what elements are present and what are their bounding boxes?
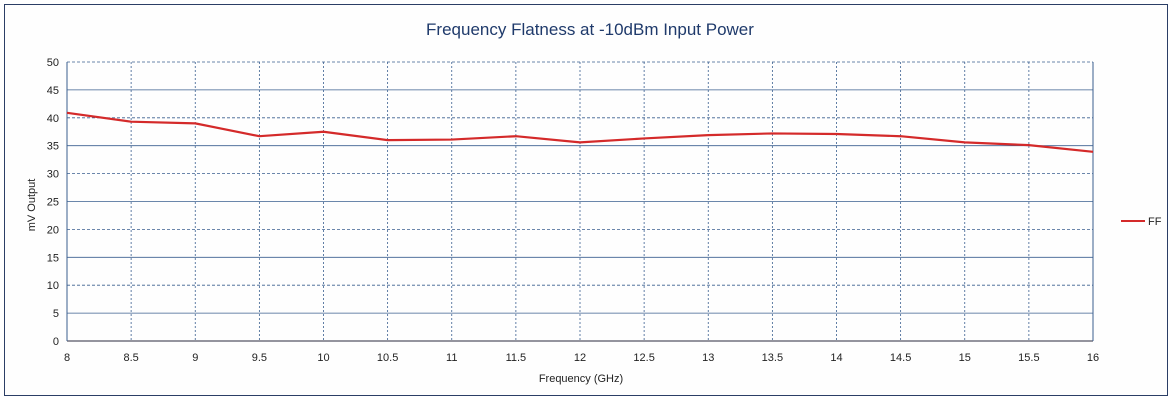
x-tick-label: 8	[64, 352, 70, 364]
grid-lines	[66, 61, 1094, 342]
y-tick-label: 35	[47, 141, 59, 153]
chart-title: Frequency Flatness at -10dBm Input Power	[426, 20, 754, 39]
y-tick-label: 30	[47, 169, 59, 181]
x-tick-label: 9.5	[252, 352, 267, 364]
y-axis-label: mV Output	[26, 179, 38, 232]
x-tick-label: 11	[446, 352, 457, 364]
y-tick-label: 45	[47, 85, 59, 97]
y-tick-label: 50	[47, 57, 59, 69]
x-tick-label: 14.5	[890, 352, 911, 364]
y-tick-label: 20	[47, 224, 59, 236]
x-tick-label: 15	[959, 352, 971, 364]
y-tick-label: 25	[47, 197, 59, 209]
x-tick-label: 8.5	[123, 352, 138, 364]
x-tick-label: 13	[702, 352, 714, 364]
series-layer	[66, 111, 1094, 153]
x-tick-label: 9	[192, 352, 198, 364]
y-tick-label: 5	[53, 308, 59, 320]
x-tick-label: 12	[574, 352, 586, 364]
y-tick-label: 15	[47, 252, 59, 264]
y-tick-label: 0	[53, 336, 59, 348]
legend-label-ff: FF	[1148, 216, 1162, 228]
y-tick-label: 10	[47, 280, 59, 292]
y-tick-labels: 0 5 10 15 20 25 30 35 40 45 50	[47, 57, 59, 348]
chart-frame: Frequency Flatness at -10dBm Input Power…	[4, 4, 1168, 396]
x-tick-label: 10	[317, 352, 329, 364]
y-tick-label: 40	[47, 113, 59, 125]
x-tick-label: 16	[1087, 352, 1099, 364]
x-tick-labels: 8 8.5 9 9.5 10 10.5 11 11.5 12 12.5 13 13.5 14 14.5 15…	[64, 352, 1099, 364]
legend: FF	[1121, 216, 1162, 228]
x-tick-label: 12.5	[633, 352, 654, 364]
x-tick-label: 15.5	[1018, 352, 1039, 364]
x-tick-label: 14	[830, 352, 842, 364]
x-tick-label: 11.5	[506, 352, 527, 364]
x-tick-label: 10.5	[377, 352, 398, 364]
x-axis-label: Frequency (GHz)	[539, 373, 623, 385]
x-tick-label: 13.5	[762, 352, 783, 364]
chart-svg: Frequency Flatness at -10dBm Input Power…	[26, 20, 1162, 385]
